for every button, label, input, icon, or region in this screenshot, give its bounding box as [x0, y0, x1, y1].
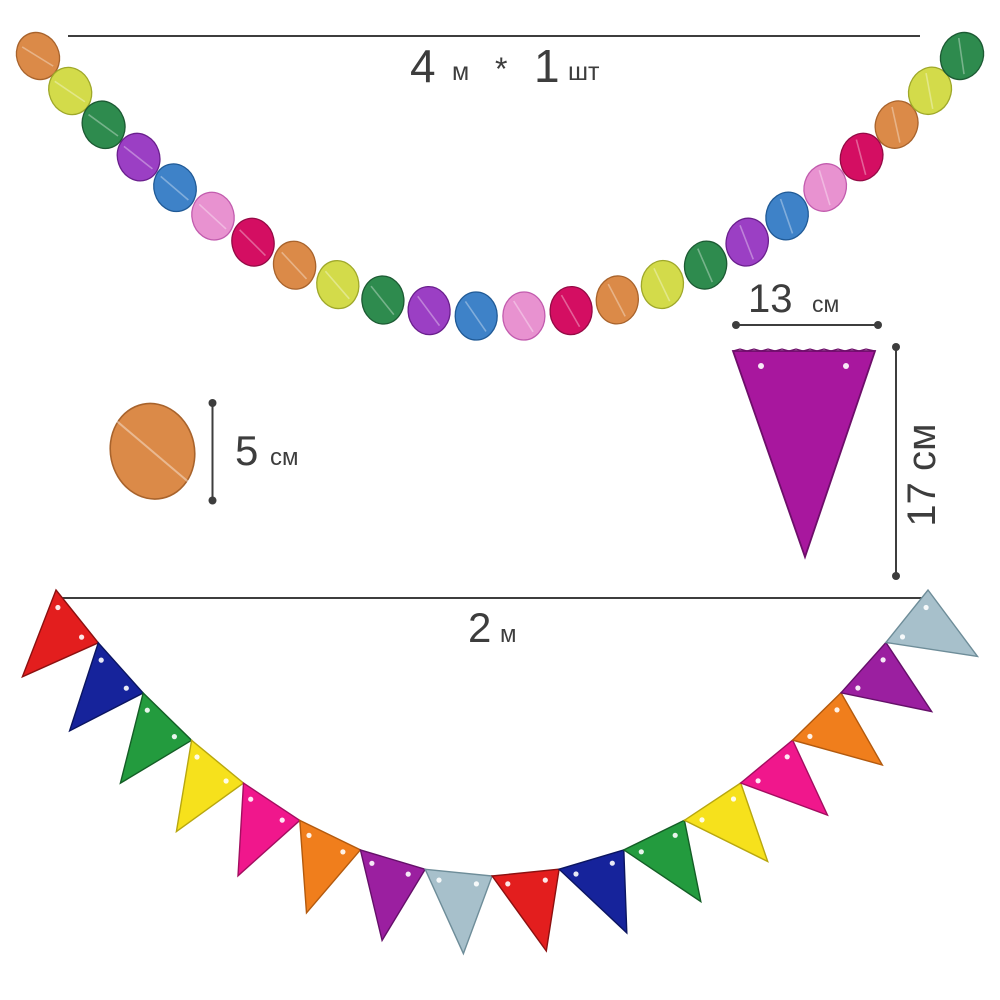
- svg-text:5: 5: [235, 427, 258, 474]
- svg-text:см: см: [270, 444, 299, 471]
- svg-text:м: м: [452, 58, 469, 86]
- svg-text:шт: шт: [568, 58, 600, 86]
- svg-text:м: м: [500, 621, 517, 648]
- svg-text:4: 4: [410, 40, 436, 92]
- svg-text:13: 13: [748, 277, 793, 321]
- svg-text:1: 1: [534, 40, 560, 92]
- svg-text:17 см: 17 см: [900, 423, 944, 526]
- svg-text:*: *: [495, 51, 507, 87]
- svg-text:см: см: [812, 291, 839, 317]
- svg-text:2: 2: [468, 604, 491, 651]
